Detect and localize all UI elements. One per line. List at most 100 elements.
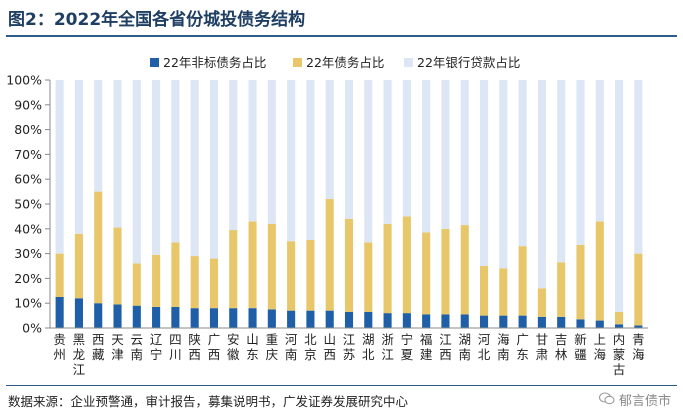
bar-segment-0	[383, 313, 392, 328]
y-tick-label: 40%	[14, 221, 42, 236]
x-tick-label: 黑龙江	[73, 332, 86, 377]
bar-segment-0	[499, 315, 508, 328]
bar-segment-1	[537, 288, 546, 317]
bar-segment-0	[634, 325, 643, 328]
bar-segment-0	[306, 310, 315, 328]
bar-segment-1	[113, 227, 122, 305]
title-divider	[6, 35, 677, 37]
bar-segment-1	[499, 268, 508, 316]
y-tick-label: 100%	[6, 73, 42, 88]
x-tick-label: 海南	[497, 332, 510, 362]
bar-segment-1	[190, 256, 199, 309]
bar-segment-0	[325, 310, 334, 328]
x-tick-label: 湖南	[458, 332, 471, 362]
y-tick-label: 50%	[14, 197, 42, 212]
bar-segment-2	[460, 80, 469, 226]
bar-segment-0	[287, 310, 296, 328]
y-tick-label: 30%	[14, 246, 42, 261]
y-axis: 0% 10% 20% 30% 40% 50% 60% 70% 80% 90% 100%	[6, 73, 51, 336]
bar-segment-2	[209, 80, 219, 259]
bar-segment-1	[595, 221, 604, 321]
legend-label-1: 22年债务占比	[306, 55, 384, 70]
bar-segment-2	[94, 80, 103, 192]
bar-segment-1	[422, 232, 431, 315]
bar-segment-0	[94, 303, 103, 328]
x-tick-label: 陕西	[188, 332, 201, 362]
x-tick-label: 河北	[478, 332, 491, 362]
bar-segment-2	[287, 80, 296, 242]
bar-segment-0	[557, 316, 566, 328]
bar-segment-0	[615, 324, 624, 328]
bar-segment-1	[441, 228, 450, 315]
x-tick-label: 贵州	[53, 332, 66, 362]
bar-segment-1	[479, 266, 489, 316]
bar-segment-0	[460, 314, 469, 328]
x-tick-label: 青海	[632, 332, 645, 362]
y-tick-label: 60%	[14, 172, 42, 187]
x-tick-label: 内蒙古	[613, 332, 626, 377]
bar-segment-0	[55, 297, 64, 328]
bar-segment-2	[74, 80, 83, 234]
bar-segment-2	[248, 80, 257, 222]
bar-segment-2	[479, 80, 489, 266]
bar-segment-0	[171, 306, 180, 328]
bar-segment-2	[537, 80, 546, 289]
bar-segment-2	[499, 80, 508, 269]
x-tick-label: 天津	[111, 332, 124, 362]
bar-segment-0	[595, 320, 604, 328]
bar-segment-2	[171, 80, 180, 243]
x-tick-label: 重庆	[266, 332, 279, 362]
legend-label-2: 22年银行贷款占比	[417, 55, 520, 70]
x-tick-label: 安徽	[227, 332, 240, 362]
bar-segment-1	[287, 241, 296, 311]
bar-segment-0	[132, 305, 141, 328]
bar-segment-1	[229, 230, 238, 309]
x-tick-label: 宁夏	[401, 332, 414, 362]
bar-segment-0	[152, 306, 161, 328]
bar-segment-1	[557, 262, 566, 317]
chart-legend: 22年非标债务占比 22年债务占比 22年银行贷款占比	[150, 55, 520, 70]
x-tick-label: 江西	[439, 332, 452, 362]
x-tick-label: 福建	[420, 332, 433, 362]
wechat-icon	[598, 391, 615, 413]
bar-segment-0	[74, 298, 83, 328]
bar-segment-0	[229, 308, 238, 328]
x-tick-label: 山西	[323, 332, 336, 362]
x-tick-label: 新疆	[574, 332, 587, 362]
bar-segment-1	[171, 242, 180, 307]
bar-segment-1	[306, 239, 315, 311]
x-tick-label: 广东	[516, 332, 529, 362]
x-tick-label: 浙江	[381, 332, 394, 362]
bar-segment-0	[479, 315, 489, 328]
bar-segment-2	[364, 80, 373, 243]
bar-segment-1	[94, 191, 103, 304]
bar-segment-0	[518, 315, 527, 328]
y-tick-label: 70%	[14, 147, 42, 162]
bar-segment-2	[422, 80, 431, 233]
bar-segment-2	[132, 80, 141, 264]
bar-segment-2	[595, 80, 604, 222]
bar-segment-1	[402, 216, 411, 314]
bar-segment-1	[55, 253, 64, 297]
x-tick-label: 江苏	[343, 332, 356, 362]
bar-segment-2	[402, 80, 411, 217]
x-tick-label: 湖北	[362, 332, 375, 362]
bar-segment-0	[190, 308, 199, 328]
bar-segment-2	[518, 80, 527, 247]
bar-segment-1	[634, 253, 643, 326]
bar-segment-2	[325, 80, 334, 200]
bar-segment-1	[74, 233, 83, 299]
x-tick-label: 广西	[208, 332, 221, 362]
bar-segment-1	[132, 263, 141, 306]
y-tick-label: 80%	[14, 122, 42, 137]
legend-label-0: 22年非标债务占比	[163, 55, 266, 70]
bar-segment-2	[557, 80, 566, 263]
bar-segment-0	[344, 311, 354, 328]
x-tick-label: 四川	[169, 332, 182, 362]
x-tick-label: 上海	[594, 332, 607, 362]
bar-series	[55, 80, 643, 328]
bar-segment-1	[383, 223, 392, 314]
y-tick-label: 20%	[14, 271, 42, 286]
bar-segment-0	[364, 311, 373, 328]
bar-segment-1	[248, 221, 257, 309]
